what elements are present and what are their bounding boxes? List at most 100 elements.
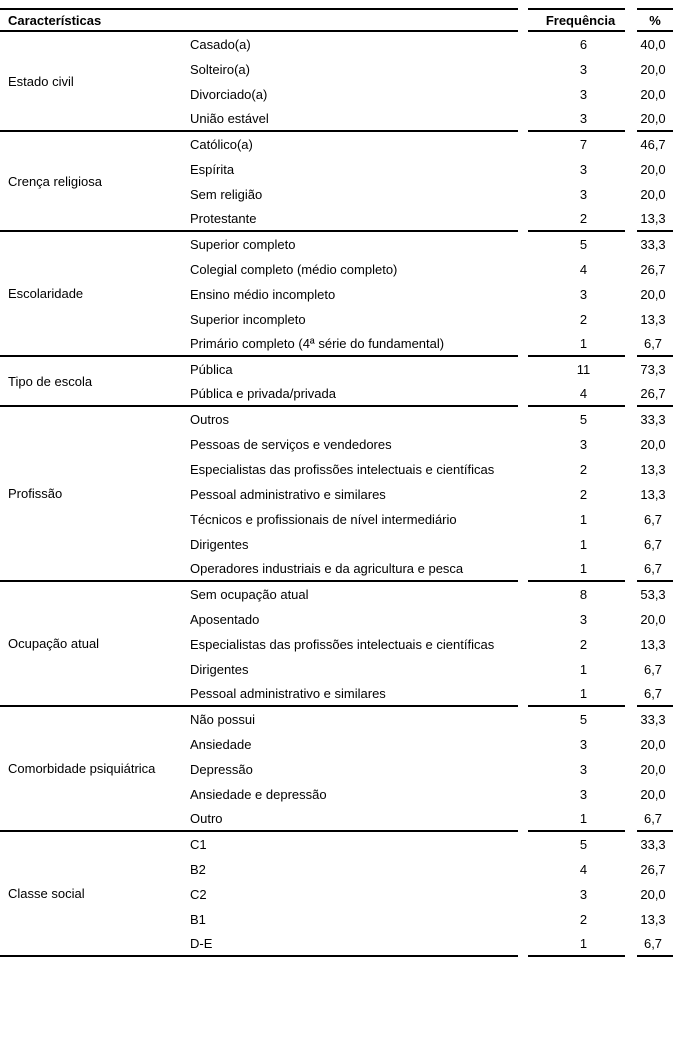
table-row: B2 4 26,7 xyxy=(0,857,673,882)
column-gap xyxy=(625,482,637,507)
column-gap xyxy=(625,257,637,282)
table-body: Estado civil Casado(a) 6 40,0 Solteiro(a) 3 20… xyxy=(0,32,673,957)
frequency-cell: 1 xyxy=(528,807,626,832)
item-label-cell: B1 xyxy=(190,912,206,927)
table-row: Outro 1 6,7 xyxy=(0,807,673,832)
column-gap xyxy=(518,82,528,107)
column-gap xyxy=(625,882,637,907)
column-gap xyxy=(625,832,637,857)
percent-cell: 53,3 xyxy=(640,587,666,602)
item-label-cell: Pública xyxy=(190,362,233,377)
column-gap xyxy=(518,132,528,157)
item-label-cell: União estável xyxy=(182,107,519,132)
percent-cell: 46,7 xyxy=(640,137,666,152)
group-label-cell: Tipo de escola xyxy=(0,357,182,407)
percent-cell: 20,0 xyxy=(640,62,666,77)
table-row: Especialistas das profissões intelectuai… xyxy=(0,457,673,482)
column-gap xyxy=(518,782,528,807)
column-gap xyxy=(518,157,528,182)
table-row: Depressão 3 20,0 xyxy=(0,757,673,782)
column-gap xyxy=(625,282,637,307)
percent-cell: 20,0 xyxy=(640,87,666,102)
column-gap xyxy=(518,632,528,657)
frequency-cell: 8 xyxy=(579,587,588,602)
item-label-cell: Pessoal administrativo e similares xyxy=(190,487,386,502)
item-label-cell: Outros xyxy=(190,412,230,427)
column-gap xyxy=(518,882,528,907)
percent-cell: 6,7 xyxy=(643,512,663,527)
column-gap xyxy=(518,432,528,457)
group-label-cell: Escolaridade xyxy=(0,232,182,357)
frequency-cell: 3 xyxy=(579,762,588,777)
item-label-cell: Superior completo xyxy=(190,237,296,252)
item-label-cell: B2 xyxy=(190,862,206,877)
item-label-cell: Operadores industriais e da agricultura … xyxy=(182,557,519,582)
column-gap xyxy=(625,207,637,232)
column-gap xyxy=(625,82,637,107)
frequency-cell: 7 xyxy=(579,137,588,152)
table-row: Aposentado 3 20,0 xyxy=(0,607,673,632)
column-gap xyxy=(625,782,637,807)
table-row: Especialistas das profissões intelectuai… xyxy=(0,632,673,657)
column-gap xyxy=(518,807,528,832)
frequency-cell: 3 xyxy=(579,62,588,77)
column-gap xyxy=(518,457,528,482)
table-row: Dirigentes 1 6,7 xyxy=(0,657,673,682)
item-label-cell: Pública e privada/privada xyxy=(182,382,519,407)
percent-cell: 73,3 xyxy=(640,362,666,377)
table-row: Crença religiosa Católico(a) 7 46,7 xyxy=(0,132,673,232)
percent-cell: 33,3 xyxy=(640,837,666,852)
item-label-cell: Colegial completo (médio completo) xyxy=(190,262,398,277)
percent-cell: 20,0 xyxy=(637,107,673,132)
item-label-cell: Protestante xyxy=(182,207,519,232)
frequency-cell: 2 xyxy=(579,462,588,477)
column-gap xyxy=(518,107,528,132)
column-gap xyxy=(518,8,528,32)
column-gap xyxy=(625,557,637,582)
group-label-cell: Classe social xyxy=(0,832,182,957)
header-percent: % xyxy=(637,8,673,32)
item-label-cell: Divorciado(a) xyxy=(190,87,268,102)
item-label-cell: Ensino médio incompleto xyxy=(190,287,336,302)
column-gap xyxy=(518,57,528,82)
percent-cell: 40,0 xyxy=(640,37,666,52)
table-row: Colegial completo (médio completo) 4 26,7 xyxy=(0,257,673,282)
frequency-cell: 3 xyxy=(579,187,588,202)
frequency-cell: 1 xyxy=(579,512,588,527)
column-gap xyxy=(625,532,637,557)
column-gap xyxy=(518,507,528,532)
item-label-cell: Casado(a) xyxy=(190,37,251,52)
frequency-cell: 3 xyxy=(579,87,588,102)
table-row: Comorbidade psiquiátrica Não possui 5 33,3 xyxy=(0,707,673,832)
frequency-cell: 1 xyxy=(579,662,588,677)
header-row: Características Frequência % xyxy=(0,8,673,32)
column-gap xyxy=(518,857,528,882)
table-row: Pessoal administrativo e similares 1 6,7 xyxy=(0,682,673,707)
item-label-cell: Depressão xyxy=(190,762,253,777)
percent-cell: 6,7 xyxy=(637,807,673,832)
frequency-cell: 6 xyxy=(579,37,588,52)
characteristics-table: Características Frequência % Estado civi… xyxy=(0,8,673,957)
item-label-cell: Aposentado xyxy=(190,612,260,627)
frequency-cell: 1 xyxy=(528,682,626,707)
column-gap xyxy=(518,907,528,932)
item-label-cell: Pessoas de serviços e vendedores xyxy=(190,437,392,452)
header-frequency: Frequência xyxy=(528,8,626,32)
item-label-cell: Sem religião xyxy=(190,187,263,202)
header-characteristics: Características xyxy=(0,8,519,32)
percent-cell: 20,0 xyxy=(640,162,666,177)
table-row: Operadores industriais e da agricultura … xyxy=(0,557,673,582)
percent-cell: 20,0 xyxy=(640,737,666,752)
column-gap xyxy=(518,932,528,957)
column-gap xyxy=(625,632,637,657)
column-gap xyxy=(625,507,637,532)
percent-cell: 33,3 xyxy=(640,237,666,252)
group-label-cell: Comorbidade psiquiátrica xyxy=(0,707,182,832)
item-label-cell: Ansiedade xyxy=(190,737,252,752)
column-gap xyxy=(518,232,528,257)
column-gap xyxy=(625,682,637,707)
frequency-cell: 3 xyxy=(579,787,588,802)
column-gap xyxy=(625,232,637,257)
table-row: B1 2 13,3 xyxy=(0,907,673,932)
